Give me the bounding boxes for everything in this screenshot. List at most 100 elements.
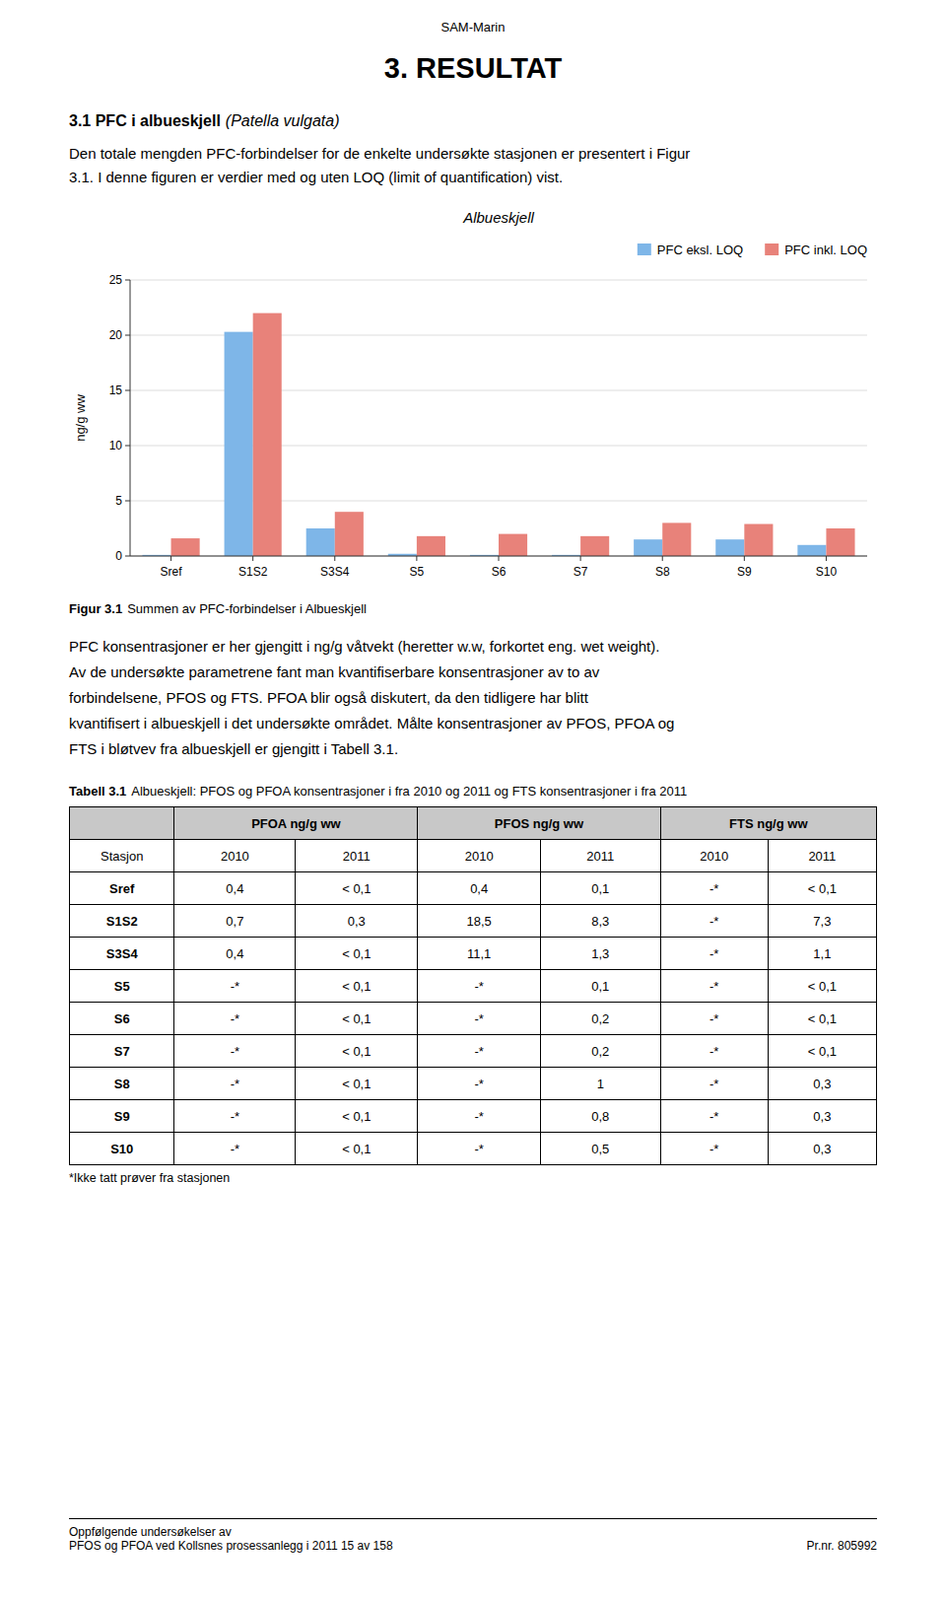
- table-station: Sref: [69, 872, 175, 905]
- table-cell: 0,4: [174, 937, 296, 970]
- intro-line: Den totale mengden PFC-forbindelser for …: [68, 141, 878, 166]
- y-tick: [125, 500, 131, 502]
- page-header: SAM-Marin: [68, 19, 878, 35]
- y-tick: [125, 279, 131, 281]
- table-cell: < 0,1: [295, 937, 418, 970]
- table-row: S9-*< 0,1-*0,8-*0,3: [69, 1099, 878, 1133]
- intro-line: 3.1. I denne figuren er verdier med og u…: [68, 165, 878, 190]
- table-cell: 0,3: [767, 1099, 877, 1133]
- figure-caption-text: Summen av PFC-forbindelser i Albueskjell: [127, 601, 367, 616]
- table-cell: -*: [660, 904, 768, 938]
- table-cell: < 0,1: [767, 1002, 877, 1035]
- y-tick: [125, 555, 131, 557]
- table-corner-cell: [69, 807, 175, 840]
- body-line: kvantifisert i albueskjell i det undersø…: [68, 710, 878, 737]
- legend: PFC eksl. LOQ PFC inkl. LOQ: [637, 242, 868, 258]
- table-cell: -*: [417, 1002, 541, 1035]
- table-cell: -*: [660, 969, 768, 1003]
- x-tick-label: S10: [815, 564, 838, 579]
- bar: [253, 313, 282, 556]
- x-tick-label: S3S4: [320, 564, 350, 579]
- section-heading: 3.1 PFC i albueskjell(Patella vulgata): [68, 112, 878, 131]
- body-line: forbindelsene, PFOS og FTS. PFOA blir og…: [68, 684, 878, 711]
- table-cell: < 0,1: [295, 1067, 418, 1100]
- table-cell: 0,7: [174, 904, 296, 938]
- x-tick-label: Sref: [160, 564, 184, 579]
- table-cell: -*: [174, 1034, 296, 1068]
- table-cell: < 0,1: [767, 969, 877, 1003]
- table-cell: -*: [417, 1034, 541, 1068]
- x-tick: [415, 555, 417, 561]
- table-year-row: Stasjon201020112010201120102011: [69, 839, 878, 873]
- table-cell: 0,1: [540, 969, 662, 1003]
- table-cell: 11,1: [417, 937, 541, 970]
- table-station: S7: [69, 1034, 175, 1068]
- x-tick: [170, 555, 172, 561]
- grid-line: [130, 279, 868, 281]
- table-cell: -*: [660, 1067, 768, 1100]
- y-tick-label: 15: [109, 383, 124, 398]
- x-tick: [498, 555, 500, 561]
- table-cell: 1,3: [540, 937, 662, 970]
- x-tick-label: S1S2: [238, 564, 269, 579]
- table-row: S8-*< 0,1-*1-*0,3: [69, 1067, 878, 1100]
- table-cell: 7,3: [767, 904, 877, 938]
- x-tick: [825, 555, 827, 561]
- bar: [797, 544, 826, 556]
- table-cell: < 0,1: [295, 1099, 418, 1133]
- table-cell: -*: [417, 969, 541, 1003]
- bar: [224, 332, 254, 556]
- table-year-header: 2010: [660, 839, 768, 873]
- table-cell: 0,8: [540, 1099, 662, 1133]
- table-cell: 1,1: [767, 937, 877, 970]
- table-year-header: 2010: [174, 839, 296, 873]
- y-tick: [125, 445, 131, 447]
- table-cell: -*: [660, 1034, 768, 1068]
- table-cell: -*: [417, 1099, 541, 1133]
- y-axis: [130, 279, 132, 556]
- footer-left: Oppfølgende undersøkelser av: [68, 1524, 878, 1539]
- bar: [743, 524, 773, 556]
- bar: [335, 511, 364, 556]
- x-tick-label: S8: [655, 564, 671, 579]
- table-group-header: PFOS ng/g ww: [417, 807, 661, 840]
- body-line: FTS i bløtvev fra albueskjell er gjengit…: [68, 736, 878, 762]
- section-title: 3.1 PFC i albueskjell: [68, 112, 221, 130]
- table-station: S3S4: [69, 937, 175, 970]
- x-tick: [580, 555, 582, 561]
- y-tick-label: 20: [109, 328, 124, 342]
- y-tick-label: 10: [109, 438, 124, 453]
- y-tick-label: 5: [115, 493, 123, 508]
- table-cell: 0,5: [540, 1132, 662, 1165]
- y-tick: [125, 390, 131, 392]
- legend-label: PFC inkl. LOQ: [784, 242, 868, 258]
- bar: [416, 536, 446, 556]
- legend-label: PFC eksl. LOQ: [657, 242, 744, 258]
- table-station: S9: [69, 1099, 175, 1133]
- table-cell: 0,3: [767, 1067, 877, 1100]
- table-cell: -*: [174, 969, 296, 1003]
- table-cell: -*: [174, 1067, 296, 1100]
- table-station: S5: [69, 969, 175, 1003]
- table-cell: 0,3: [295, 904, 418, 938]
- table-group-row: PFOA ng/g wwPFOS ng/g wwFTS ng/g ww: [69, 807, 878, 840]
- table-station: S8: [69, 1067, 175, 1100]
- table-station-header: Stasjon: [69, 839, 175, 873]
- y-tick-label: 25: [109, 272, 124, 287]
- x-tick-label: S9: [737, 564, 752, 579]
- table-cell: 0,1: [540, 872, 662, 905]
- table-cell: -*: [660, 1099, 768, 1133]
- table-title: Tabell 3.1Albueskjell: PFOS og PFOA kons…: [68, 783, 878, 799]
- table-cell: -*: [174, 1099, 296, 1133]
- table-cell: < 0,1: [295, 1132, 418, 1165]
- legend-swatch: [764, 243, 779, 256]
- page-body: {"page": { "header": "SAM-Marin", "title…: [0, 0, 946, 1600]
- table-cell: 0,4: [417, 872, 541, 905]
- table-cell: -*: [174, 1002, 296, 1035]
- table-row: S3S40,4< 0,111,11,3-*1,1: [69, 937, 878, 970]
- bar: [633, 539, 663, 556]
- table-year-header: 2011: [767, 839, 877, 873]
- x-tick-label: S7: [573, 564, 589, 579]
- table-row: Sref0,4< 0,10,40,1-*< 0,1: [69, 872, 878, 905]
- chart: Albueskjell0510152025ng/g wwSrefS1S2S3S4…: [68, 201, 878, 596]
